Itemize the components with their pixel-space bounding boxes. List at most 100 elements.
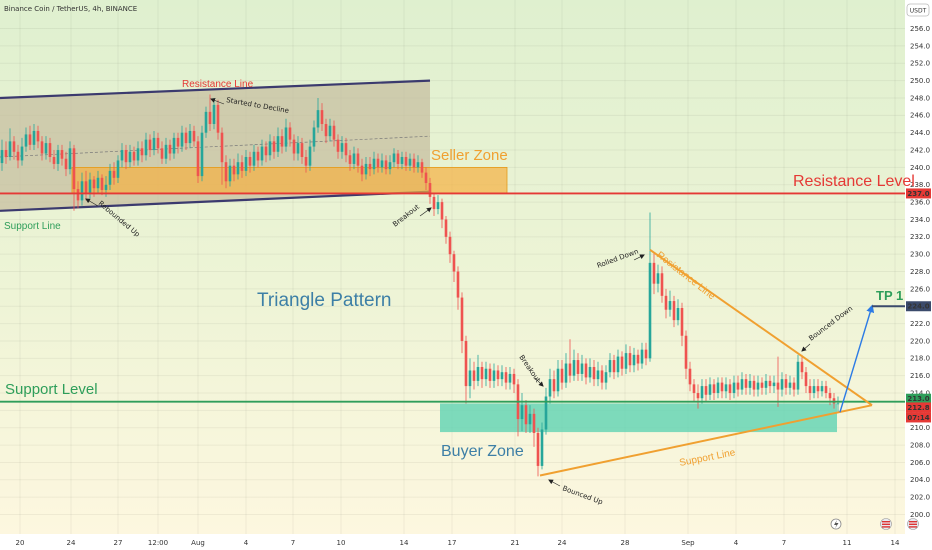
candle-body-87 [348, 155, 352, 164]
price-axis-background [905, 0, 932, 550]
candle-body-179 [716, 382, 720, 394]
candle-body-181 [724, 384, 728, 392]
annotation-support-line-left: Support Line [4, 221, 61, 232]
candle-body-48 [192, 130, 196, 142]
y-tick-label-2: 204.0 [910, 476, 930, 484]
candle-body-187 [748, 380, 752, 388]
candle-body-7 [28, 134, 32, 145]
candle-body-176 [704, 386, 708, 395]
candle-body-8 [32, 130, 36, 145]
candle-body-68 [272, 141, 276, 152]
candle-body-78 [312, 127, 316, 147]
candle-body-65 [260, 146, 264, 161]
time-axis-background [0, 534, 905, 550]
candle-body-42 [168, 144, 172, 154]
candle-body-201 [804, 372, 808, 387]
channel-top-line [0, 79, 431, 100]
currency-badge[interactable]: USDT [906, 3, 930, 17]
y-tick-label-14: 228.0 [910, 268, 930, 276]
candle-body-59 [236, 162, 240, 175]
candle-body-152 [608, 360, 612, 373]
pointer-rolled-down [633, 254, 645, 261]
candle-body-141 [564, 363, 568, 383]
candle-body-81 [324, 124, 328, 137]
candle-body-142 [568, 363, 572, 376]
candle-body-44 [176, 137, 180, 147]
candle-body-95 [380, 160, 384, 168]
candle-body-188 [752, 380, 756, 390]
candle-body-14 [56, 150, 60, 164]
y-tick-label-4: 208.0 [910, 441, 930, 449]
candle-body-205 [820, 386, 824, 392]
candle-body-33 [132, 151, 136, 161]
candle-body-71 [284, 127, 288, 147]
candle-body-137 [548, 379, 552, 397]
candle-body-128 [512, 373, 516, 385]
flag-icon-2[interactable] [907, 518, 919, 530]
candle-body-107 [428, 183, 432, 197]
candle-body-61 [244, 156, 248, 171]
candle-body-37 [148, 139, 152, 151]
flag-icon[interactable] [880, 518, 892, 530]
x-tick-label-10: 21 [511, 539, 520, 547]
levels [0, 192, 905, 403]
y-tick-label-7: 214.0 [910, 389, 930, 397]
candle-body-155 [620, 356, 624, 369]
y-tick-label-3: 206.0 [910, 459, 930, 467]
trendlines [539, 249, 905, 477]
candle-body-146 [584, 363, 588, 378]
plot-background [0, 0, 905, 534]
candle-body-10 [40, 141, 44, 154]
candle-body-192 [768, 380, 772, 387]
candle-body-193 [772, 382, 776, 387]
candle-body-6 [24, 134, 28, 147]
candle-body-131 [524, 405, 528, 425]
candle-body-102 [408, 158, 412, 166]
candle-body-180 [720, 382, 724, 392]
annotation-triangle-pattern: Triangle Pattern [257, 290, 391, 311]
candle-body-185 [740, 379, 744, 390]
candle-body-196 [784, 379, 788, 388]
candle-body-115 [460, 297, 464, 341]
candle-body-21 [84, 181, 88, 194]
candle-body-82 [328, 125, 332, 137]
y-tick-label-26: 252.0 [910, 60, 930, 68]
candle-body-60 [240, 162, 244, 171]
candle-body-94 [376, 158, 380, 168]
candle-body-74 [296, 143, 300, 154]
candle-body-150 [600, 370, 604, 383]
candle-body-143 [572, 360, 576, 376]
y-tick-label-5: 210.0 [910, 424, 930, 432]
candle-body-204 [816, 386, 820, 392]
candle-body-92 [368, 163, 372, 170]
y-tick-label-19: 238.0 [910, 181, 930, 189]
candle-body-29 [116, 160, 120, 178]
candle-body-170 [680, 307, 684, 336]
candle-body-90 [360, 165, 364, 175]
y-tick-label-15: 230.0 [910, 251, 930, 259]
candle-body-16 [64, 158, 68, 170]
currency-badge-label: USDT [910, 8, 927, 15]
pointer-started-to-decline [210, 98, 225, 105]
candle-body-200 [800, 361, 804, 373]
candle-body-171 [684, 335, 688, 369]
candle-body-52 [208, 111, 212, 125]
pointer-bounced-down [801, 343, 811, 352]
candle-body-149 [596, 370, 600, 380]
candle-body-199 [796, 361, 800, 390]
candle-body-88 [352, 153, 356, 164]
candle-body-207 [828, 393, 832, 399]
x-tick-label-12: 28 [621, 539, 630, 547]
y-tick-label-23: 246.0 [910, 112, 930, 120]
candle-body-38 [152, 137, 156, 151]
candle-body-100 [400, 156, 404, 164]
lightning-icon[interactable] [830, 518, 842, 530]
price-tag-tp [906, 301, 931, 312]
y-tick-label-8: 216.0 [910, 372, 930, 380]
price-tag-label-resistance: 237.0 [907, 190, 929, 198]
candle-body-58 [232, 165, 236, 175]
candle-body-174 [696, 393, 700, 399]
x-tick-label-17: 14 [891, 539, 900, 547]
x-tick-label-4: Aug [191, 539, 205, 547]
candle-body-12 [48, 143, 52, 157]
